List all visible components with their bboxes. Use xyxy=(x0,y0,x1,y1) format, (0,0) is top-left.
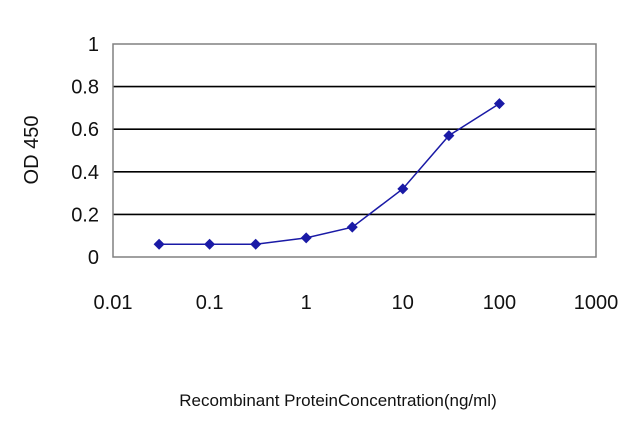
y-tick-label: 0.4 xyxy=(71,162,99,184)
data-point xyxy=(346,221,358,233)
data-point xyxy=(443,130,455,142)
y-axis-label: OD 450 xyxy=(21,116,43,185)
series-line xyxy=(159,103,500,245)
y-tick-label: 0.6 xyxy=(71,119,99,141)
y-tick-label: 0.2 xyxy=(71,204,99,226)
grid xyxy=(113,85,596,216)
y-tick-label: 0.8 xyxy=(71,77,99,99)
x-tick-label: 1 xyxy=(301,292,312,314)
y-tick-label: 0 xyxy=(88,247,99,269)
y-tick-label: 1 xyxy=(88,34,99,56)
x-tick-label: 100 xyxy=(483,292,516,314)
x-tick-label: 10 xyxy=(392,292,414,314)
x-axis-label: Recombinant ProteinConcentration(ng/ml) xyxy=(179,391,497,410)
plot-area xyxy=(112,43,597,258)
data-point xyxy=(250,238,262,250)
x-tick-label: 1000 xyxy=(574,292,619,314)
data-series xyxy=(153,98,505,250)
data-point xyxy=(153,238,165,250)
x-axis-ticks: 0.01 0.1 1 10 100 1000 xyxy=(94,292,619,314)
data-point xyxy=(204,238,216,250)
x-tick-label: 0.1 xyxy=(196,292,224,314)
x-tick-label: 0.01 xyxy=(94,292,133,314)
data-point xyxy=(397,183,409,195)
data-point xyxy=(300,232,312,244)
data-point xyxy=(493,98,505,110)
y-axis-ticks: 0 0.2 0.4 0.6 0.8 1 xyxy=(71,34,99,269)
